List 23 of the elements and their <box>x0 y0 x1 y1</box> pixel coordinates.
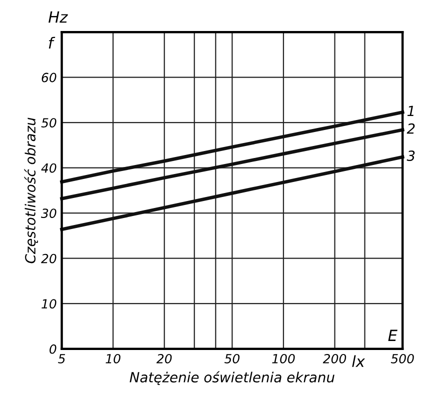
series-label: 2 <box>406 123 415 134</box>
x-tick-label: 10 <box>106 354 120 364</box>
x-tick-label: 100 <box>272 354 295 364</box>
x-tick-label: 500 <box>390 354 414 364</box>
x-axis-title: Natężenie oświetlenia ekranu <box>130 371 334 385</box>
x-tick-label: 20 <box>156 354 172 364</box>
y-tick-label: 50 <box>41 118 56 128</box>
y-tick-label: 30 <box>41 208 56 218</box>
series-label: 3 <box>406 150 415 162</box>
y-tick-label: 20 <box>41 254 56 264</box>
x-tick-label: 50 <box>224 354 240 364</box>
text: Hz <box>48 11 68 23</box>
y-tick-label: 0 <box>50 344 56 354</box>
y-tick-label: 60 <box>42 72 56 82</box>
annotation: E <box>388 330 398 341</box>
x-tick-label: 200 <box>322 354 346 364</box>
y-tick-label: 40 <box>41 163 56 173</box>
series-label: 1 <box>407 106 414 116</box>
text: lx <box>352 355 366 367</box>
x-tick-label: 5 <box>58 354 66 364</box>
y-tick-label: 10 <box>42 299 56 309</box>
text: f <box>48 36 56 48</box>
y-axis-title: Częstotliwość obrazu <box>24 118 38 264</box>
